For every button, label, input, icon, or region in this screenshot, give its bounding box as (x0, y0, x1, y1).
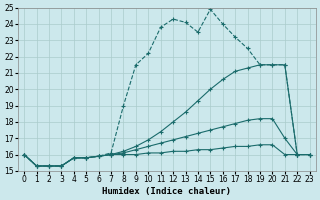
X-axis label: Humidex (Indice chaleur): Humidex (Indice chaleur) (102, 187, 231, 196)
